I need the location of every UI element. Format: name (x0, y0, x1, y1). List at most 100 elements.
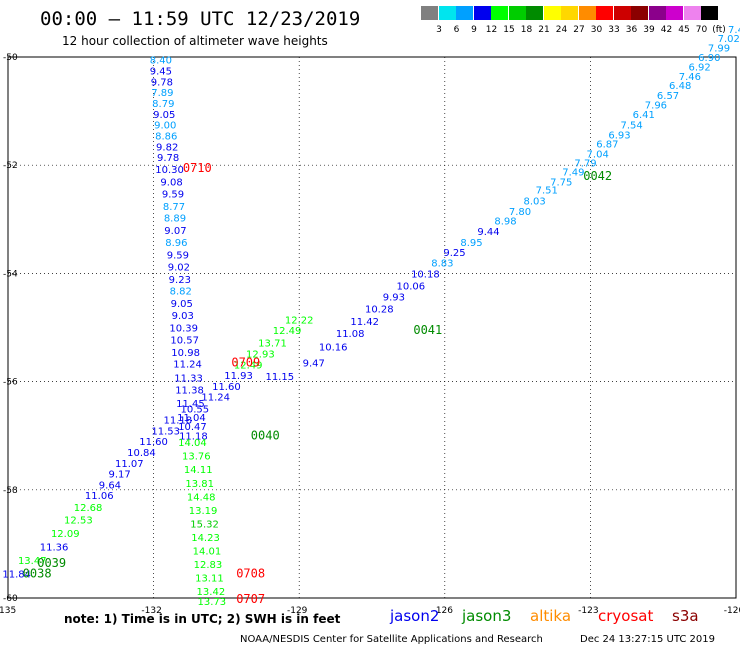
colorbar-swatch (596, 6, 613, 20)
colorbar-label: 9 (471, 25, 477, 35)
colorbar-label: 36 (625, 25, 638, 35)
wave-height-value: 9.05 (153, 110, 175, 121)
pass-time-label: 0041 (413, 323, 442, 337)
wave-height-value: 13.73 (198, 597, 227, 608)
colorbar-swatch (438, 6, 456, 20)
pass-time-label: 0708 (236, 567, 265, 581)
wave-height-value: 11.06 (85, 491, 114, 502)
wave-height-value: 6.57 (657, 91, 679, 102)
wave-height-value: 8.77 (163, 202, 185, 213)
wave-height-value: 11.93 (224, 371, 253, 382)
wave-height-value: 9.17 (108, 470, 130, 481)
wave-height-value: 9.45 (150, 67, 172, 78)
pass-time-label: 0707 (236, 592, 265, 606)
colorbar-swatch (683, 6, 701, 20)
wave-height-value: 6.93 (608, 130, 630, 141)
colorbar-label: 3 (436, 25, 442, 35)
wave-height-value: 14.23 (191, 533, 220, 544)
pass-time-label: 0709 (231, 356, 260, 370)
wave-height-value: 7.46 (679, 72, 701, 83)
wave-height-value: 12.49 (234, 360, 263, 371)
y-tick-label: -58 (3, 486, 18, 496)
wave-height-value: 9.25 (443, 248, 465, 259)
wave-height-value: 13.71 (258, 339, 287, 350)
wave-height-value: 13.76 (182, 452, 211, 463)
legend-s3a: s3a (672, 607, 699, 625)
wave-height-value: 11.38 (175, 386, 204, 397)
wave-height-value: 9.03 (172, 311, 194, 322)
wave-height-value: 12.83 (194, 560, 223, 571)
wave-height-value: 11.60 (139, 437, 168, 448)
colorbar-swatch (631, 6, 648, 20)
wave-height-value: 11.18 (164, 415, 193, 426)
pass-time-label: 0710 (183, 161, 212, 175)
wave-height-value: 12.09 (51, 529, 80, 540)
wave-height-value: 9.00 (154, 121, 176, 132)
wave-height-value: 11.45 (176, 399, 205, 410)
wave-height-value: 10.84 (127, 448, 156, 459)
wave-height-value: 12.49 (273, 326, 302, 337)
wave-height-value: 7.99 (708, 43, 730, 54)
wave-height-value: 8.96 (165, 238, 187, 249)
colorbar-swatch (526, 6, 543, 20)
legend-cryosat: cryosat (598, 607, 654, 625)
colorbar-swatch (543, 6, 561, 20)
wave-height-value: 7.96 (645, 101, 667, 112)
colorbar-swatch (421, 6, 438, 20)
x-tick-label: -135 (0, 606, 16, 616)
wave-height-value: 6.87 (596, 140, 618, 151)
wave-height-value: 10.47 (178, 422, 207, 433)
wave-height-value: 10.98 (171, 348, 200, 359)
wave-height-value: 11.24 (173, 360, 202, 371)
wave-height-value: 12.22 (285, 315, 314, 326)
legend-jason3: jason3 (462, 607, 512, 625)
x-tick-label: -132 (141, 606, 161, 616)
wave-height-value: 8.86 (155, 131, 177, 142)
colorbar-label: 21 (538, 25, 550, 35)
colorbar-label: 27 (573, 25, 585, 35)
wave-height-value: 10.39 (169, 324, 198, 335)
colorbar-swatch (491, 6, 508, 20)
wave-height-value: 8.40 (150, 56, 172, 67)
colorbar-label: 42 (660, 25, 673, 35)
y-tick-label: -60 (3, 594, 18, 604)
wave-height-value: 11.07 (115, 459, 144, 470)
wave-height-value: 9.47 (303, 359, 325, 370)
colorbar-label: 6 (453, 25, 460, 35)
wave-height-value: 11.15 (265, 372, 294, 383)
wave-height-value: 11.24 (201, 393, 230, 404)
wave-height-value: 12.93 (246, 349, 275, 360)
wave-height-value: 10.55 (181, 405, 210, 416)
wave-height-value: 15.32 (190, 519, 219, 530)
footer-note: note: 1) Time is in UTC; 2) SWH is in fe… (64, 612, 341, 626)
colorbar-swatch (561, 6, 578, 20)
wave-height-value: 7.04 (587, 149, 609, 160)
wave-height-value: 7.54 (621, 121, 643, 132)
wave-height-value: 9.02 (168, 262, 190, 273)
wave-height-value: 6.41 (633, 110, 655, 121)
wave-height-value: 10.18 (411, 269, 440, 280)
pass-time-label: 0039 (37, 556, 66, 570)
wave-height-value: 7.49 (562, 168, 584, 179)
wave-height-value: 10.30 (155, 165, 184, 176)
wave-height-value: 12.53 (64, 516, 93, 527)
colorbar-label: (ft) (712, 25, 726, 35)
colorbar-label: 39 (643, 25, 655, 35)
colorbar-label: 33 (608, 25, 620, 35)
pass-time-label: 0042 (583, 169, 612, 183)
wave-height-value: 14.11 (184, 465, 213, 476)
colorbar-label: 18 (520, 25, 533, 35)
wave-height-value: 7.51 (536, 186, 558, 197)
legend-altika: altika (530, 607, 572, 625)
wave-height-value: 11.04 (177, 413, 206, 424)
wave-height-value: 12.68 (74, 503, 103, 514)
colorbar-label: 15 (503, 25, 515, 35)
wave-height-value: 11.36 (40, 543, 69, 554)
legend-jason2: jason2 (390, 607, 440, 625)
pass-time-label: 0038 (23, 567, 52, 581)
wave-height-value: 11.08 (336, 329, 365, 340)
wave-height-value: 9.23 (169, 275, 191, 286)
wave-height-value: 10.16 (319, 342, 348, 353)
wave-height-value: 8.82 (170, 287, 192, 298)
colorbar-label: 12 (485, 25, 498, 35)
